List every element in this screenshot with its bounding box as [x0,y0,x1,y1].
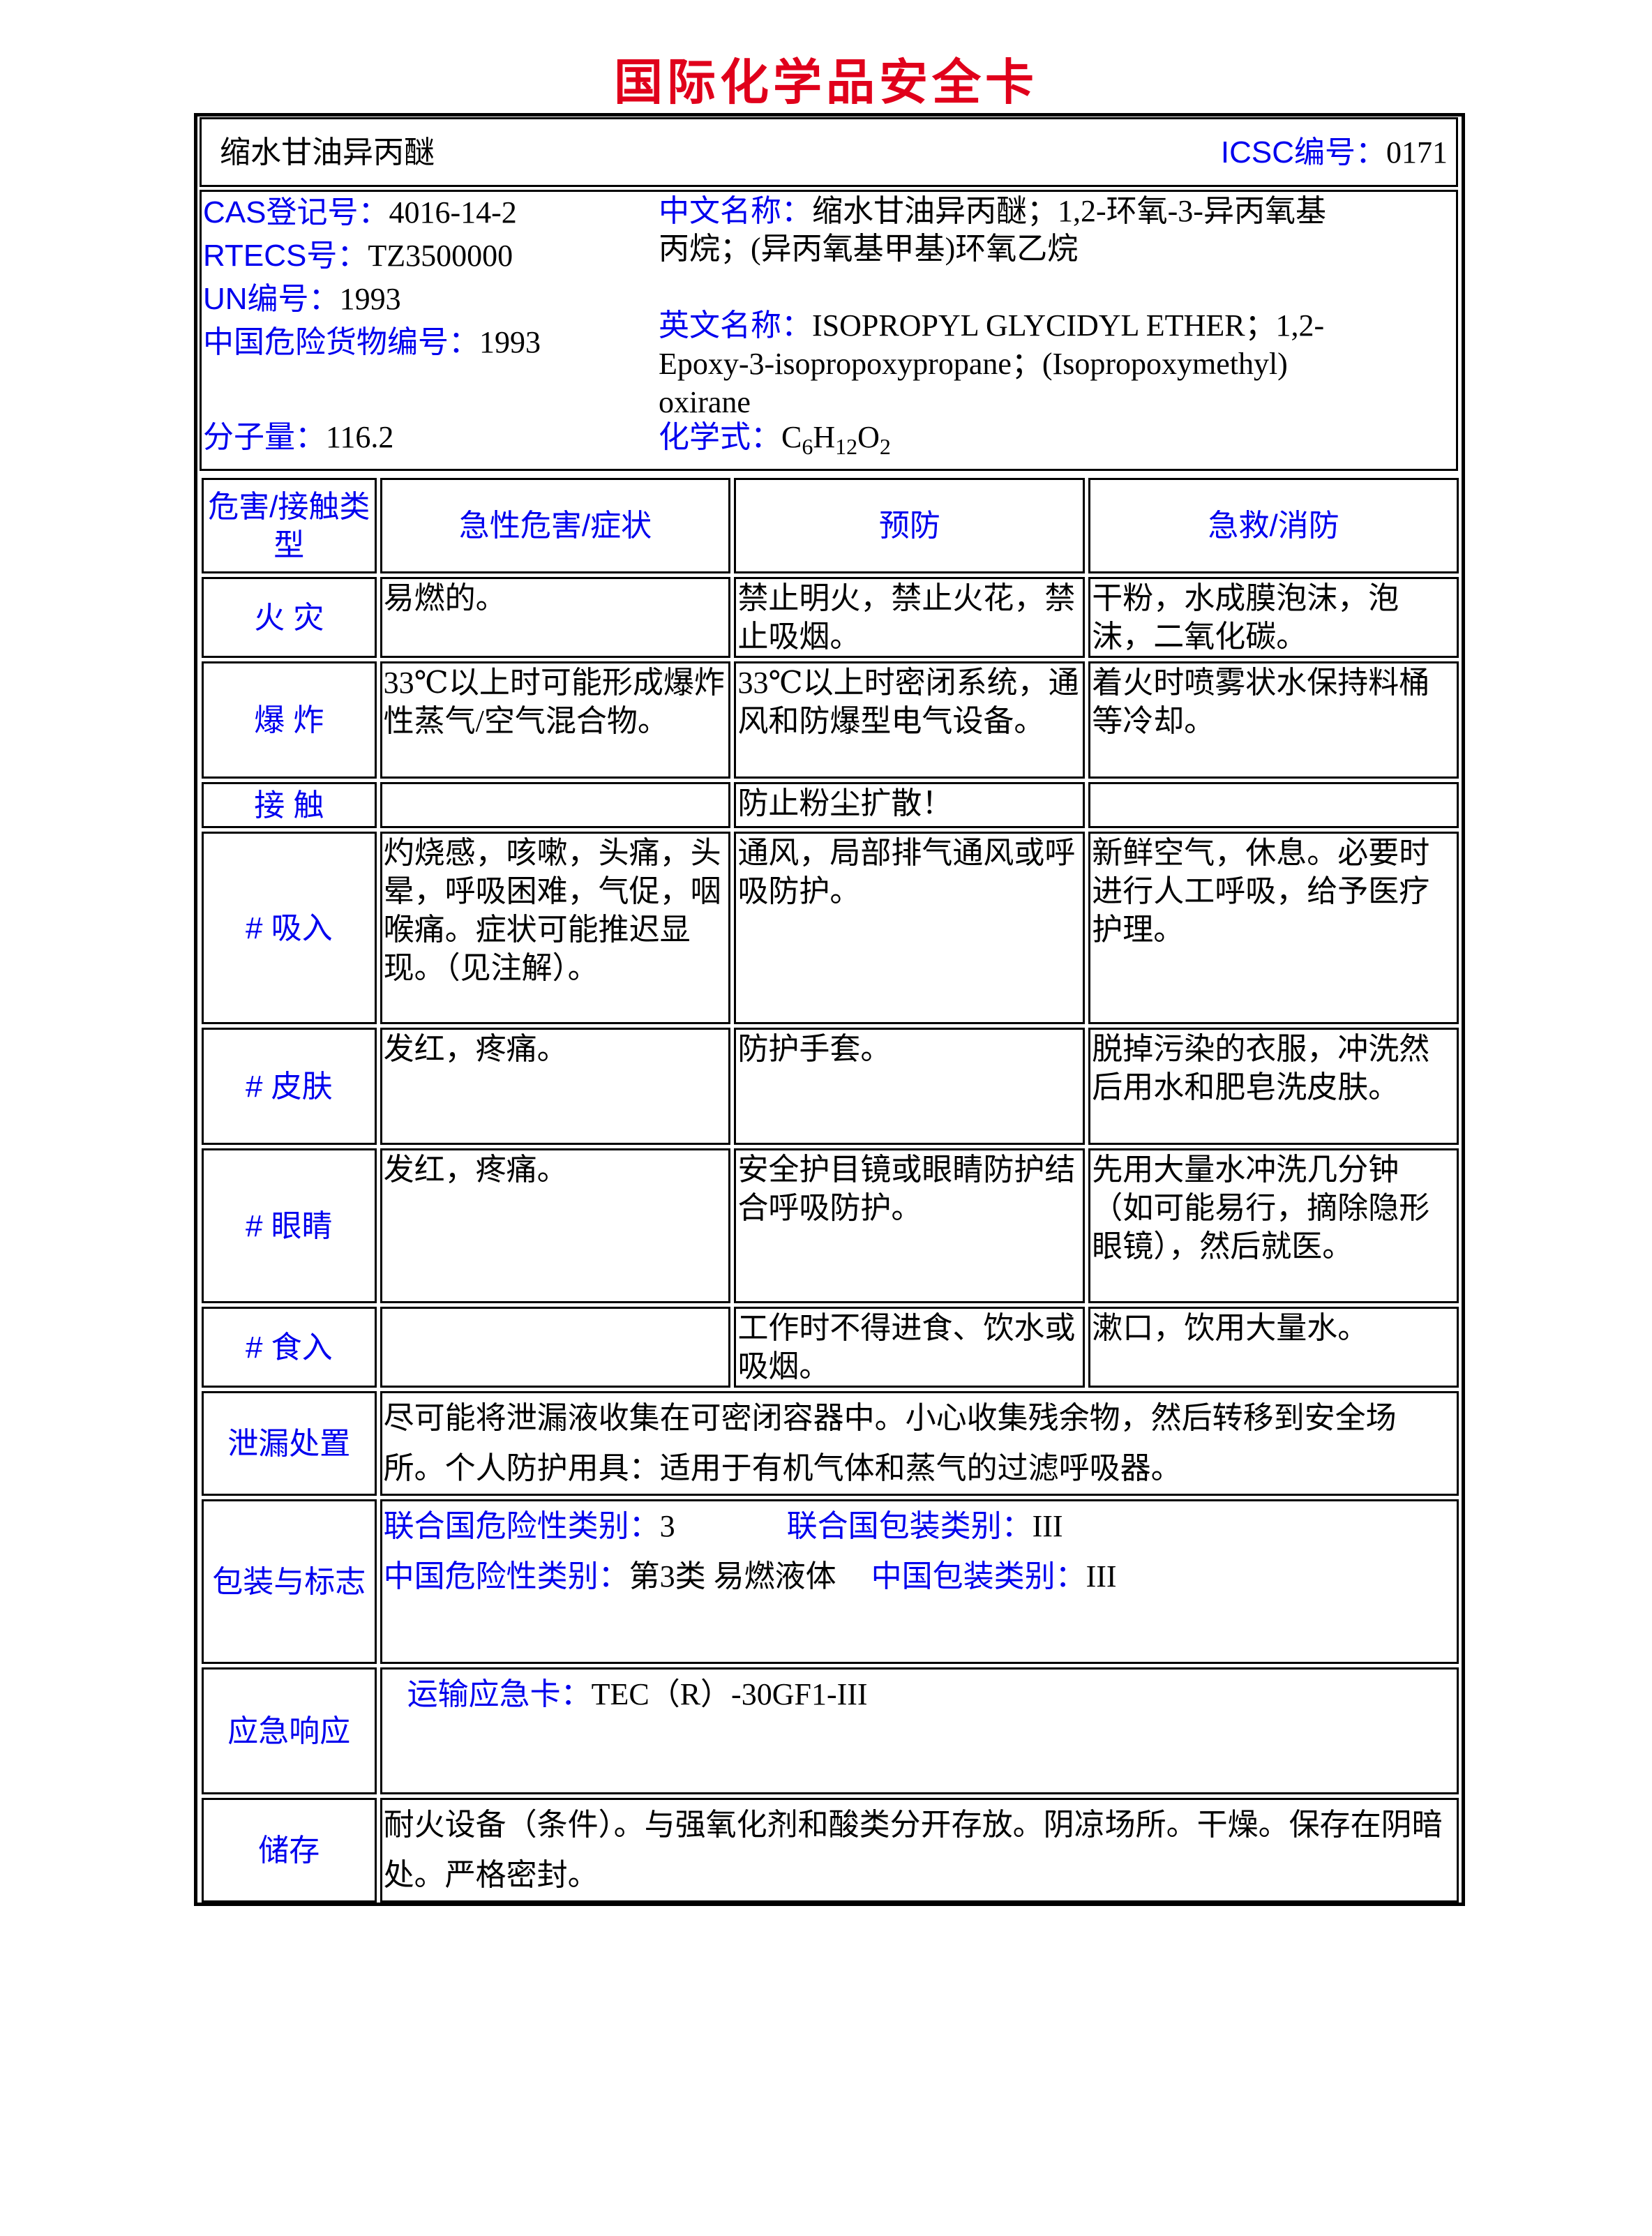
row-first-aid: 干粉，水成膜泡沫，泡沫，二氧化碳。 [1088,577,1459,658]
header-first-aid: 急救/消防 [1088,478,1459,573]
en-name-field: 英文名称：ISOPROPYL GLYCIDYL ETHER；1,2- [659,306,1324,345]
storage-row: 储存 耐火设备（条件）。与强氧化剂和酸类分开存放。阴凉场所。干燥。保存在阴暗处。… [202,1798,1459,1903]
cn-dg-label: 中国危险货物编号： [203,325,479,359]
row-first-aid: 着火时喷雾状水保持料桶等冷却。 [1088,661,1459,779]
row-type: 接 触 [202,782,377,828]
table-row: # 眼睛 发红，疼痛。 安全护目镜或眼睛防护结合呼吸防护。 先用大量水冲洗几分钟… [202,1148,1459,1303]
row-prevention: 防护手套。 [734,1028,1086,1145]
en-name-line2: Epoxy-3-isopropoxypropane；(Isopropoxymet… [659,347,1288,381]
table-header-row: 危害/接触类型 急性危害/症状 预防 急救/消防 [202,478,1459,573]
row-symptoms: 易燃的。 [380,577,731,658]
mw-label: 分子量： [203,420,326,454]
row-symptoms: 发红，疼痛。 [380,1028,731,1145]
row-type: 爆 炸 [202,661,377,779]
un-pack-label: 联合国包装类别： [786,1509,1032,1543]
rtecs-label: RTECS号： [203,239,368,273]
table-row: 火 灾 易燃的。 禁止明火，禁止火花，禁止吸烟。 干粉，水成膜泡沫，泡沫，二氧化… [202,577,1459,658]
row-prevention: 33℃以上时密闭系统，通风和防爆型电气设备。 [734,661,1086,779]
un-label: UN编号： [203,282,340,316]
formula-value: C6H12O2 [781,420,891,459]
row-prevention: 安全护目镜或眼睛防护结合呼吸防护。 [734,1148,1086,1303]
cn-name-label: 中文名称： [659,194,812,228]
row-first-aid: 漱口，饮用大量水。 [1088,1307,1459,1388]
rtecs-field: RTECS号：TZ3500000 [203,237,513,275]
transport-card-label: 运输应急卡： [407,1677,592,1711]
un-field: UN编号：1993 [203,280,401,318]
row-type: # 食入 [202,1307,377,1388]
icsc-number: ICSC编号：0171 [1221,133,1448,172]
row-symptoms [380,1307,731,1388]
cas-field: CAS登记号：4016-14-2 [203,193,517,232]
mw-value: 116.2 [326,420,394,454]
header-symptoms: 急性危害/症状 [380,478,731,573]
emergency-label: 应急响应 [202,1667,377,1794]
packaging-label: 包装与标志 [202,1499,377,1664]
packaging-content: 联合国危险性类别：3 联合国包装类别：III 中国危险性类别：第3类 易燃液体 中国… [380,1499,1459,1664]
cn-class-label: 中国危险性类别： [383,1559,629,1593]
icsc-value: 0171 [1386,135,1448,170]
hazard-table: 危害/接触类型 急性危害/症状 预防 急救/消防 火 灾 易燃的。 禁止明火，禁… [198,474,1462,1906]
cn-pack-label: 中国包装类别： [871,1559,1086,1593]
row-first-aid [1088,782,1459,828]
row-prevention: 防止粉尘扩散！ [734,782,1086,828]
packaging-row: 包装与标志 联合国危险性类别：3 联合国包装类别：III 中国危险性类别：第3类 … [202,1499,1459,1664]
row-first-aid: 先用大量水冲洗几分钟（如可能易行，摘除隐形眼镜），然后就医。 [1088,1148,1459,1303]
row-type: # 眼睛 [202,1148,377,1303]
cn-dg-field: 中国危险货物编号：1993 [203,323,541,361]
en-name-line1: ISOPROPYL GLYCIDYL ETHER；1,2- [812,308,1325,343]
cn-class-value: 第3类 易燃液体 [629,1559,836,1593]
row-symptoms [380,782,731,828]
un-value: 1993 [339,282,401,316]
cn-pack-value: III [1086,1559,1117,1593]
row-symptoms: 发红，疼痛。 [380,1148,731,1303]
row-type: # 吸入 [202,832,377,1024]
cn-dg-value: 1993 [479,325,541,359]
un-class-value: 3 [659,1509,675,1543]
cas-label: CAS登记号： [203,195,389,230]
spill-row: 泄漏处置 尽可能将泄漏液收集在可密闭容器中。小心收集残余物，然后转移到安全场所。… [202,1391,1459,1496]
chemical-name: 缩水甘油异丙醚 [220,135,435,170]
page-title: 国际化学品安全卡 [614,54,1038,111]
cn-name-line2: 丙烷；(异丙氧基甲基)环氧乙烷 [659,232,1079,266]
header-type: 危害/接触类型 [202,478,377,573]
table-row: # 皮肤 发红，疼痛。 防护手套。 脱掉污染的衣服，冲洗然后用水和肥皂洗皮肤。 [202,1028,1459,1145]
un-class-label: 联合国危险性类别： [383,1509,660,1543]
table-row: # 食入 工作时不得进食、饮水或吸烟。 漱口，饮用大量水。 [202,1307,1459,1388]
spill-label: 泄漏处置 [202,1391,377,1496]
row-symptoms: 33℃以上时可能形成爆炸性蒸气/空气混合物。 [380,661,731,779]
en-name-line3: oxirane [659,385,751,419]
un-pack-value: III [1032,1509,1063,1543]
formula-field: 化学式：C6H12O2 [659,418,891,466]
cn-name-field: 中文名称：缩水甘油异丙醚；1,2-环氧-3-异丙氧基 [659,192,1326,230]
header-row: 缩水甘油异丙醚 ICSC编号：0171 [200,117,1458,187]
icsc-label: ICSC编号： [1220,135,1386,170]
mw-field: 分子量：116.2 [203,418,393,456]
row-prevention: 通风，局部排气通风或呼吸防护。 [734,832,1086,1024]
spill-text: 尽可能将泄漏液收集在可密闭容器中。小心收集残余物，然后转移到安全场所。个人防护用… [380,1391,1459,1496]
table-row: 接 触 防止粉尘扩散！ [202,782,1459,828]
cas-value: 4016-14-2 [389,195,517,230]
row-type: # 皮肤 [202,1028,377,1145]
row-type: 火 灾 [202,577,377,658]
card-frame [194,113,1465,1906]
cn-name-line1: 缩水甘油异丙醚；1,2-环氧-3-异丙氧基 [812,194,1326,228]
row-symptoms: 灼烧感，咳嗽，头痛，头晕，呼吸困难，气促，咽喉痛。症状可能推迟显现。（见注解）。 [380,832,731,1024]
row-first-aid: 新鲜空气，休息。必要时进行人工呼吸，给予医疗护理。 [1088,832,1459,1024]
rtecs-value: TZ3500000 [368,239,513,273]
row-prevention: 工作时不得进食、饮水或吸烟。 [734,1307,1086,1388]
emergency-content: 运输应急卡：TEC（R）-30GF1-III [380,1667,1459,1794]
transport-card-value: TEC（R）-30GF1-III [591,1677,868,1711]
row-first-aid: 脱掉污染的衣服，冲洗然后用水和肥皂洗皮肤。 [1088,1028,1459,1145]
row-prevention: 禁止明火，禁止火花，禁止吸烟。 [734,577,1086,658]
identification-section: CAS登记号：4016-14-2 RTECS号：TZ3500000 UN编号：1… [200,190,1458,471]
header-prevention: 预防 [734,478,1086,573]
storage-text: 耐火设备（条件）。与强氧化剂和酸类分开存放。阴凉场所。干燥。保存在阴暗处。严格密… [380,1798,1459,1903]
storage-label: 储存 [202,1798,377,1903]
en-name-label: 英文名称： [659,308,812,343]
emergency-row: 应急响应 运输应急卡：TEC（R）-30GF1-III [202,1667,1459,1794]
table-row: 爆 炸 33℃以上时可能形成爆炸性蒸气/空气混合物。 33℃以上时密闭系统，通风… [202,661,1459,779]
table-row: # 吸入 灼烧感，咳嗽，头痛，头晕，呼吸困难，气促，咽喉痛。症状可能推迟显现。（… [202,832,1459,1024]
formula-label: 化学式： [659,420,781,454]
